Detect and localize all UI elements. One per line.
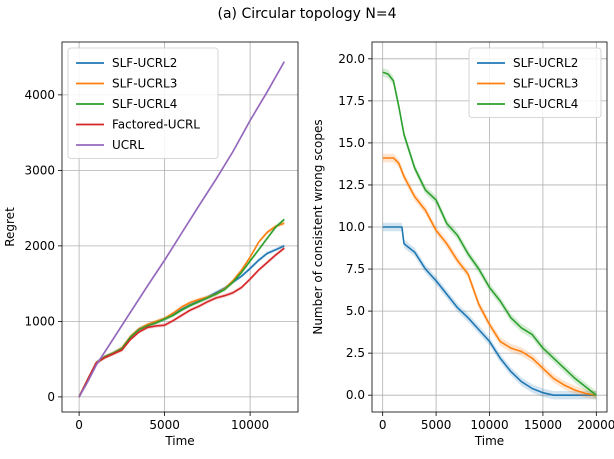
legend-box [468, 47, 602, 118]
y-tick-label: 4000 [24, 88, 55, 102]
series-line-slf-ucrl3 [382, 157, 597, 396]
legend: SLF-UCRL2 SLF-UCRL3 SLF-UCRL4 [468, 47, 602, 118]
legend-entry-slf-ucrl3: SLF-UCRL3 [513, 77, 578, 91]
y-tick-label: 3000 [24, 163, 55, 177]
legend-entry-slf-ucrl2: SLF-UCRL2 [112, 56, 177, 70]
legend-entry-ucrl: UCRL [112, 138, 145, 152]
x-tick-label: 5000 [149, 418, 180, 432]
y-tick-label: 12.5 [338, 178, 365, 192]
series-band-slf-ucrl3 [382, 153, 597, 400]
x-axis-label: Time [164, 434, 194, 448]
y-axis-label: Number of consistent wrong scopes [311, 119, 325, 334]
legend-entry-factored-ucrl: Factored-UCRL [112, 118, 200, 132]
figure-title: (a) Circular topology N=4 [217, 6, 396, 22]
y-tick-label: 20.0 [338, 52, 365, 66]
y-tick-label: 10.0 [338, 220, 365, 234]
y-tick-label: 17.5 [338, 94, 365, 108]
series-line-slf-ucrl4 [382, 71, 597, 396]
legend-box [67, 47, 219, 159]
x-tick-label: 5000 [421, 418, 452, 432]
y-tick-label: 2.5 [346, 346, 365, 360]
x-tick-label: 15000 [524, 418, 562, 432]
y-tick-label: 15.0 [338, 136, 365, 150]
x-tick-label: 0 [379, 418, 387, 432]
y-tick-label: 5.0 [346, 304, 365, 318]
series-band-ucrl [79, 59, 285, 399]
series-band-factored-ucrl [79, 246, 285, 399]
series-line-factored-ucrl [78, 247, 285, 398]
legend-entry-slf-ucrl4: SLF-UCRL4 [112, 97, 177, 111]
x-tick-label: 0 [75, 418, 83, 432]
y-tick-label: 0.0 [346, 388, 365, 402]
regret-chart: 0 5000 10000 0 1000 2000 3000 4000 Time Regret SLF… [3, 41, 299, 448]
x-tick-label: 20000 [577, 418, 614, 432]
x-tick-label: 10000 [231, 418, 269, 432]
wrong-scopes-chart: 0 5000 10000 15000 20000 0.0 2.5 5.0 7.5 10.0 12.5… [311, 41, 614, 448]
legend-entry-slf-ucrl2: SLF-UCRL2 [513, 56, 578, 70]
y-tick-label: 1000 [24, 314, 55, 328]
series-line-ucrl [78, 61, 285, 398]
legend-entry-slf-ucrl3: SLF-UCRL3 [112, 77, 177, 91]
y-tick-label: 7.5 [346, 262, 365, 276]
legend: SLF-UCRL2 SLF-UCRL3 SLF-UCRL4 Factored-UCRL… [67, 47, 219, 159]
y-tick-label: 2000 [24, 239, 55, 253]
axes-frame [61, 41, 299, 413]
y-tick-label: 0 [47, 390, 55, 404]
series-line-slf-ucrl2 [382, 226, 597, 397]
y-axis-label: Regret [3, 207, 17, 247]
x-axis-label: Time [474, 434, 504, 448]
x-tick-label: 10000 [470, 418, 508, 432]
legend-entry-slf-ucrl4: SLF-UCRL4 [513, 97, 578, 111]
